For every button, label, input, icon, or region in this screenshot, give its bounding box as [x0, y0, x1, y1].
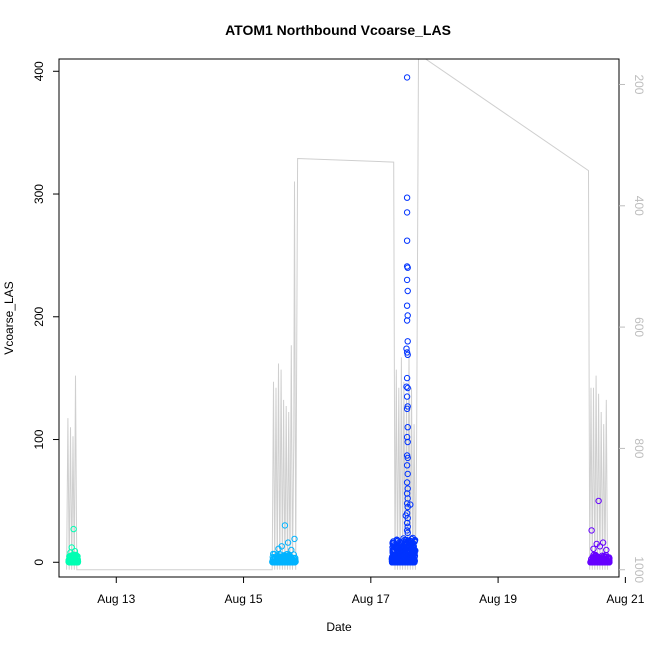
y-tick-label: 0 [32, 559, 46, 566]
secondary-line [66, 59, 608, 571]
data-point [406, 539, 413, 546]
data-point [592, 558, 600, 566]
data-point [404, 338, 411, 345]
y2-axis: 200 400 600 800 1000 [619, 74, 646, 583]
y2-tick-label: 600 [632, 317, 646, 337]
x-tick-label: Aug 17 [352, 592, 390, 606]
series-4 [587, 497, 613, 566]
data-point [403, 479, 411, 486]
chart-title: ATOM1 Northbound Vcoarse_LAS [225, 22, 451, 38]
data-point [590, 551, 597, 559]
data-point [403, 317, 411, 324]
data-point [275, 545, 282, 552]
data-point [596, 543, 604, 550]
data-point [271, 556, 278, 563]
data-point [281, 522, 289, 529]
data-point [599, 539, 607, 546]
data-point [603, 558, 611, 565]
data-point [404, 287, 411, 295]
data-point [410, 543, 417, 550]
data-point [403, 209, 411, 216]
data-point [407, 538, 415, 545]
data-point [404, 384, 411, 392]
secondary-line-layer [66, 59, 608, 571]
data-point [403, 393, 411, 400]
data-point [590, 545, 597, 552]
x-axis-title: Date [326, 620, 352, 634]
y-axis: 0 100 200 300 400 [32, 61, 59, 566]
data-point [74, 556, 81, 563]
data-point [403, 74, 411, 81]
data-point [397, 556, 405, 563]
data-point [287, 554, 295, 561]
data-point [276, 558, 283, 566]
data-point [399, 558, 406, 565]
data-point [403, 462, 411, 469]
data-point [288, 546, 295, 554]
x-axis: Aug 13 Aug 15 Aug 17 Aug 19 Aug 21 [97, 577, 645, 606]
data-point [393, 559, 400, 566]
series-1 [65, 525, 82, 566]
data-point [283, 554, 291, 561]
data-point [404, 523, 411, 530]
data-point [403, 302, 411, 309]
series-2 [269, 522, 299, 566]
data-point [389, 549, 396, 556]
data-point [71, 548, 79, 555]
data-point [409, 540, 416, 547]
data-point [404, 264, 411, 271]
data-point [404, 351, 411, 358]
data-point [395, 547, 402, 554]
data-point [600, 552, 608, 560]
data-point [65, 557, 73, 564]
y2-tick-label: 1000 [632, 556, 646, 583]
data-point [404, 424, 411, 431]
y-tick-label: 100 [32, 429, 46, 449]
data-point [403, 237, 411, 244]
data-point [70, 525, 77, 533]
data-point [403, 383, 410, 390]
data-point [408, 535, 415, 543]
data-point [403, 276, 411, 284]
plot-frame [58, 58, 620, 578]
data-point [404, 454, 411, 462]
y-tick-label: 300 [32, 184, 46, 204]
y2-tick-label: 400 [632, 196, 646, 216]
data-point [402, 512, 409, 519]
data-point [403, 548, 410, 555]
data-point [595, 497, 602, 505]
data-point [409, 547, 417, 554]
data-point [408, 557, 415, 564]
data-point [403, 500, 411, 507]
data-point [404, 438, 411, 446]
y-tick-label: 400 [32, 61, 46, 81]
data-point [401, 541, 408, 548]
data-point [403, 345, 410, 352]
data-point [588, 527, 595, 534]
data-point [407, 501, 414, 508]
x-tick-label: Aug 13 [97, 592, 135, 606]
data-point [403, 405, 411, 412]
data-point [403, 194, 411, 201]
data-point [291, 535, 298, 543]
data-point [404, 529, 411, 536]
data-point [403, 519, 411, 527]
y2-tick-label: 200 [632, 74, 646, 94]
x-tick-label: Aug 21 [606, 592, 644, 606]
x-tick-label: Aug 15 [225, 592, 263, 606]
data-point [603, 546, 610, 554]
y2-tick-label: 800 [632, 438, 646, 458]
data-point [284, 539, 292, 546]
data-point [403, 374, 411, 382]
y-tick-label: 200 [32, 306, 46, 326]
x-tick-label: Aug 19 [479, 592, 517, 606]
data-point [390, 538, 397, 545]
data-point [404, 470, 411, 478]
scatter-points-layer [65, 74, 613, 566]
y-axis-title: Vcoarse_LAS [2, 281, 16, 354]
data-point [599, 559, 607, 566]
series-3 [388, 74, 419, 566]
data-point [67, 549, 74, 556]
